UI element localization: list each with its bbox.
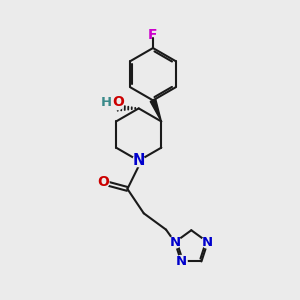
Text: O: O	[97, 176, 109, 189]
Text: N: N	[169, 236, 181, 249]
Text: H: H	[100, 96, 112, 109]
Circle shape	[133, 155, 145, 167]
Circle shape	[202, 236, 214, 248]
Circle shape	[175, 256, 187, 267]
Text: F: F	[148, 28, 158, 42]
Text: N: N	[133, 153, 145, 168]
Text: O: O	[112, 95, 124, 110]
Text: N: N	[202, 236, 213, 249]
Circle shape	[112, 99, 123, 110]
Text: N: N	[176, 255, 187, 268]
Circle shape	[97, 176, 109, 188]
Polygon shape	[150, 99, 161, 122]
Circle shape	[169, 236, 181, 248]
